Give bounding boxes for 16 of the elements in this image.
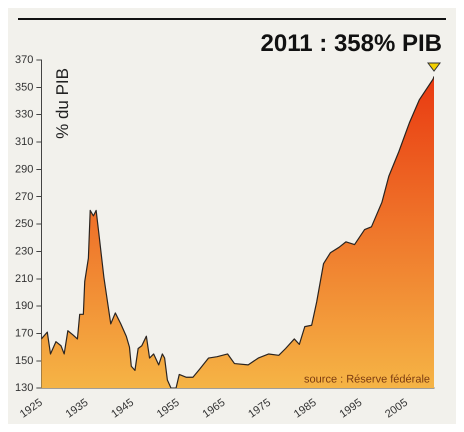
y-tick-label: 170 bbox=[14, 327, 34, 340]
y-tick-label: 370 bbox=[14, 54, 34, 66]
y-tick-label: 250 bbox=[14, 218, 34, 230]
annotation: source : Réserve fédérale bbox=[304, 374, 430, 386]
y-tick-label: 290 bbox=[14, 163, 34, 176]
y-tick-label: 190 bbox=[14, 300, 34, 312]
y-tick-label: 330 bbox=[14, 108, 34, 121]
y-tick-label: 310 bbox=[14, 136, 34, 148]
y-tick-label: 150 bbox=[14, 354, 34, 367]
y-axis-title: % du PIB bbox=[53, 68, 72, 139]
y-tick-label: 130 bbox=[14, 382, 34, 394]
y-tick-label: 230 bbox=[14, 245, 34, 258]
y-tick-label: 270 bbox=[14, 190, 34, 203]
annotation: 2011 : 358% PIB bbox=[260, 30, 442, 58]
y-tick-label: 350 bbox=[14, 81, 34, 94]
y-tick-label: 210 bbox=[14, 272, 34, 285]
